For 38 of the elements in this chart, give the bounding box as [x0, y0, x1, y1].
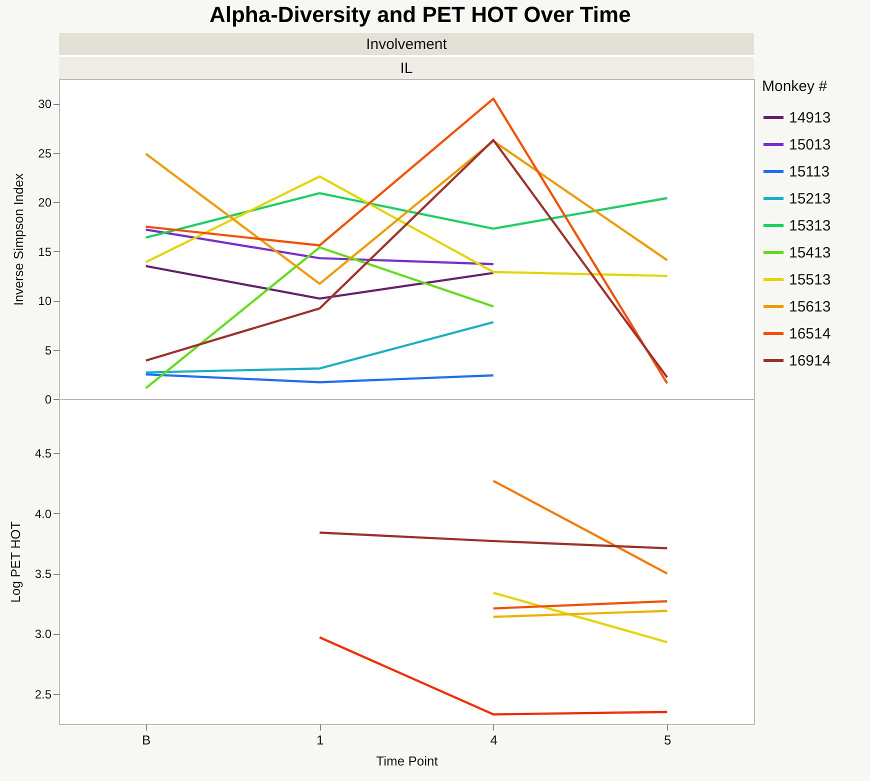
legend-label: 15113 [789, 164, 830, 180]
legend-label: 15313 [789, 218, 831, 234]
y-axis-title: Inverse Simpson Index [11, 172, 26, 306]
legend-label: 14913 [789, 110, 831, 126]
legend-label: 15013 [789, 136, 831, 154]
line-series [144, 138, 668, 378]
y-tick-label: 0 [44, 392, 52, 406]
chart-title: Alpha-Diversity and PET HOT Over Time [209, 2, 631, 27]
y-axis-title: Log PET HOT [8, 521, 23, 603]
y-tick-label: 15 [38, 244, 52, 259]
y-tick-label: 4.0 [34, 506, 52, 521]
line-series [144, 98, 668, 384]
legend-label: 16914 [789, 352, 831, 370]
legend-label: 15413 [789, 244, 831, 262]
y-tick-label: 30 [38, 97, 52, 112]
line-series [144, 192, 668, 239]
y-tick-label: 25 [38, 146, 52, 160]
text: IL [400, 60, 413, 77]
y-tick-label: 2.5 [34, 687, 52, 702]
legend-title: Monkey # [762, 78, 828, 95]
y-tick-label: 20 [38, 196, 52, 210]
text: Involvement [366, 36, 448, 54]
line-series [144, 140, 668, 285]
legend-label: 16514 [789, 326, 831, 342]
legend-label: 15213 [789, 190, 831, 208]
x-axis-title: Time Point [376, 754, 438, 768]
line-series [144, 175, 668, 278]
legend-label: 15513 [789, 272, 831, 288]
y-tick-label: 5 [44, 343, 52, 358]
legend-label: 15613 [789, 298, 831, 316]
y-tick-label: 3.5 [34, 567, 52, 582]
y-tick-label: 10 [38, 294, 52, 308]
x-tick-label: B [142, 732, 151, 748]
x-tick-label: 1 [316, 732, 324, 748]
y-tick-label: 3.0 [34, 627, 52, 642]
x-tick-label: 5 [664, 732, 672, 748]
y-tick-label: 4.5 [34, 446, 52, 461]
x-tick-label: 4 [490, 732, 498, 748]
